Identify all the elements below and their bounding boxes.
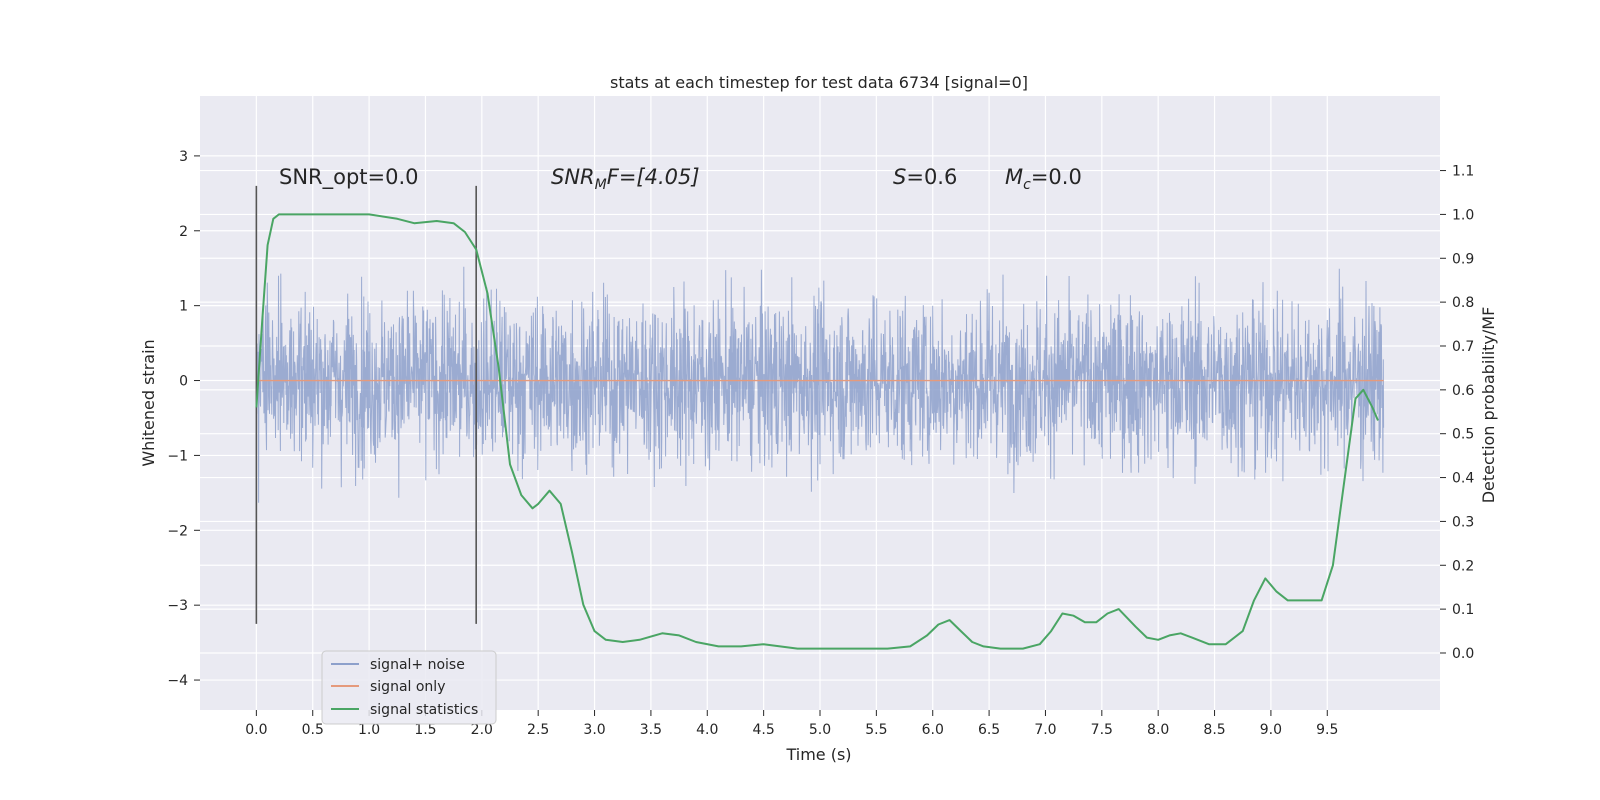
annotation-s-value: =0.6	[906, 165, 957, 189]
y-tick-label: 2	[179, 224, 188, 240]
x-tick-label: 8.5	[1203, 722, 1225, 738]
legend-label-noise: signal+ noise	[370, 657, 465, 673]
y-right-axis-ticks: 1.1 1.0 0.9 0.8 0.7 0.6 0.5 0.4 0.3 0.2 0.1 0.0	[1440, 164, 1474, 662]
y-right-tick-label: 1.1	[1452, 164, 1474, 180]
y-tick-label: −4	[167, 673, 188, 689]
x-tick-label: 2.0	[471, 722, 493, 738]
y-right-axis-label: Detection probability/MF	[1479, 307, 1498, 504]
x-tick-label: 4.5	[753, 722, 775, 738]
annotation-snr-mf-symbol: SNR	[551, 165, 595, 189]
legend-label-signal-only: signal only	[370, 679, 445, 695]
x-tick-label: 7.0	[1034, 722, 1056, 738]
annotation-mc-subscript: c	[1023, 177, 1031, 193]
annotation-snr-mf-subscript: M	[595, 177, 607, 193]
y-right-tick-label: 0.6	[1452, 383, 1474, 399]
x-tick-label: 2.5	[527, 722, 549, 738]
annotation-mc-symbol: M	[1005, 165, 1023, 189]
signal-noise-series	[255, 266, 1385, 503]
y-tick-label: −1	[167, 448, 188, 464]
y-right-tick-label: 0.2	[1452, 558, 1474, 574]
signal-statistics-series	[255, 213, 1379, 650]
chart-title: stats at each timestep for test data 673…	[610, 73, 1028, 92]
x-tick-label: 1.5	[414, 722, 436, 738]
x-tick-label: 8.0	[1147, 722, 1169, 738]
y-right-tick-label: 0.4	[1452, 471, 1474, 487]
x-tick-label: 7.5	[1091, 722, 1113, 738]
y-tick-label: −3	[167, 598, 188, 614]
x-tick-label: 6.0	[922, 722, 944, 738]
annotation-snr-mf: SNRMF=[4.05]	[551, 165, 700, 193]
y-tick-label: 1	[179, 299, 188, 315]
annotation-mc: Mc=0.0	[1005, 165, 1082, 193]
y-right-tick-label: 0.8	[1452, 295, 1474, 311]
x-tick-label: 0.0	[245, 722, 267, 738]
y-right-tick-label: 0.1	[1452, 602, 1474, 618]
x-tick-label: 9.5	[1316, 722, 1338, 738]
x-tick-label: 3.5	[640, 722, 662, 738]
annotation-s: S=0.6	[893, 165, 957, 189]
x-tick-label: 3.0	[583, 722, 605, 738]
signal-noise-line	[255, 266, 1385, 503]
annotation-mc-value: =0.0	[1031, 165, 1082, 189]
legend: signal+ noise signal only signal statist…	[321, 650, 497, 725]
y-right-tick-label: 0.9	[1452, 251, 1474, 267]
y-right-tick-label: 1.0	[1452, 207, 1474, 223]
annotation-snr-opt: SNR_opt=0.0	[279, 165, 419, 190]
x-tick-label: 1.0	[358, 722, 380, 738]
legend-label-statistics: signal statistics	[370, 702, 478, 718]
y-right-tick-label: 0.0	[1452, 646, 1474, 662]
annotation-snr-mf-value: F=[4.05]	[607, 165, 700, 189]
y-axis-ticks: 3 2 1 0 −1 −2 −3 −4	[167, 149, 200, 689]
y-tick-label: −2	[167, 523, 188, 539]
signal-statistics-line	[255, 213, 1379, 650]
x-axis-ticks: 0.0 0.5 1.0 1.5 2.0 2.5 3.0 3.5 4.0 4.5 5.0 5.5 6.0 6…	[245, 710, 1338, 738]
x-tick-label: 5.0	[809, 722, 831, 738]
x-tick-label: 0.5	[302, 722, 324, 738]
y-right-tick-label: 0.3	[1452, 514, 1474, 530]
x-axis-label: Time (s)	[785, 745, 851, 764]
y-tick-label: 0	[179, 374, 188, 390]
y-tick-label: 3	[179, 149, 188, 165]
x-tick-label: 6.5	[978, 722, 1000, 738]
legend-box	[321, 650, 497, 725]
y-axis-label: Whitened strain	[139, 339, 158, 466]
annotation-s-symbol: S	[893, 165, 906, 189]
y-right-tick-label: 0.7	[1452, 339, 1474, 355]
y-right-tick-label: 0.5	[1452, 427, 1474, 443]
x-tick-label: 4.0	[696, 722, 718, 738]
x-tick-label: 5.5	[865, 722, 887, 738]
x-tick-label: 9.0	[1260, 722, 1282, 738]
